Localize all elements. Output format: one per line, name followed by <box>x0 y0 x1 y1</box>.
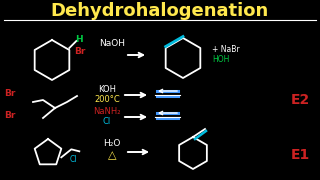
Text: KOH: KOH <box>98 86 116 94</box>
Text: Dehydrohalogenation: Dehydrohalogenation <box>51 2 269 20</box>
Text: Cl: Cl <box>69 155 77 164</box>
Text: △: △ <box>108 150 116 160</box>
Text: Br: Br <box>4 89 15 98</box>
Text: NaNH₂: NaNH₂ <box>93 107 121 116</box>
Text: E1: E1 <box>290 148 310 162</box>
Text: Br: Br <box>74 48 85 57</box>
Text: 200°C: 200°C <box>94 96 120 105</box>
Text: E2: E2 <box>290 93 310 107</box>
Text: NaOH: NaOH <box>99 39 125 48</box>
Text: Cl: Cl <box>103 118 111 127</box>
Text: H: H <box>76 35 83 44</box>
Text: H₂O: H₂O <box>103 138 121 147</box>
Text: HOH: HOH <box>212 55 229 64</box>
Text: Br: Br <box>4 111 15 120</box>
Text: + NaBr: + NaBr <box>212 46 240 55</box>
